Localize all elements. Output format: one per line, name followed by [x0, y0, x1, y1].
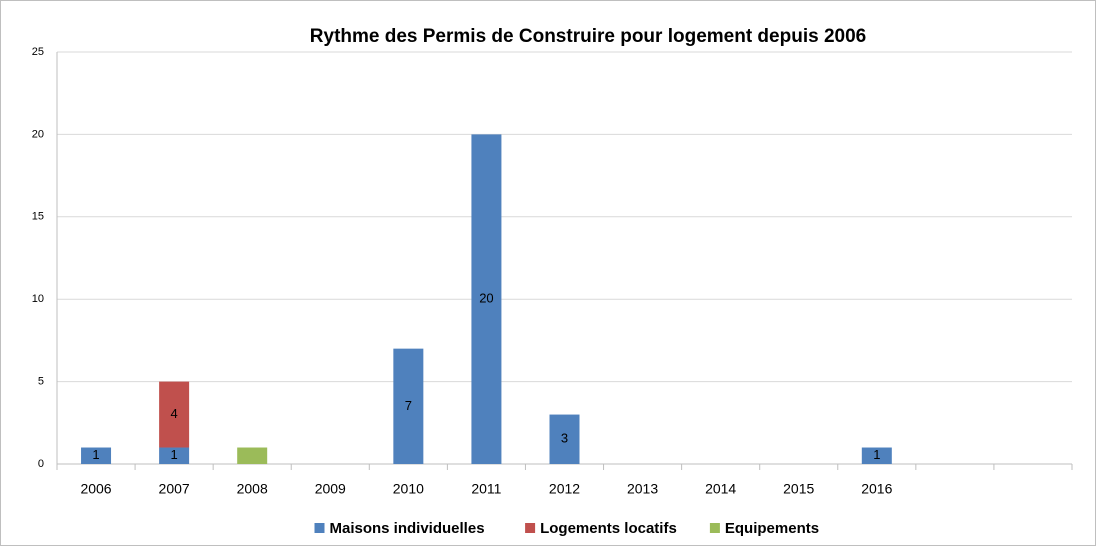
legend-swatch — [709, 523, 720, 533]
y-tick-label: 5 — [38, 376, 44, 388]
x-tick-label: 2007 — [159, 481, 190, 497]
y-tick-label: 0 — [38, 458, 44, 470]
bar — [159, 381, 190, 448]
y-tick-label: 15 — [32, 211, 44, 223]
data-label: 20 — [479, 291, 493, 306]
x-tick-label: 2010 — [393, 481, 424, 497]
data-label: 3 — [561, 431, 568, 446]
legend-label: Logements locatifs — [540, 520, 677, 537]
x-tick-label: 2014 — [705, 481, 736, 497]
x-tick-label: 2009 — [315, 481, 346, 497]
legend-swatch — [314, 523, 325, 533]
legend-label: Maisons individuelles — [330, 520, 485, 537]
x-tick-label: 2008 — [237, 481, 268, 497]
bar — [471, 134, 502, 464]
chart-title: Rythme des Permis de Construire pour log… — [310, 26, 866, 47]
data-label: 1 — [92, 447, 99, 462]
legend-label: Equipements — [725, 520, 819, 537]
x-tick-label: 2015 — [783, 481, 814, 497]
y-tick-label: 20 — [32, 128, 44, 140]
data-label: 1 — [873, 447, 880, 462]
bar — [549, 414, 580, 464]
y-tick-label: 25 — [32, 46, 44, 58]
x-tick-label: 2016 — [861, 481, 892, 497]
data-label: 7 — [405, 398, 412, 413]
x-tick-label: 2006 — [80, 481, 111, 497]
y-tick-label: 10 — [32, 293, 44, 305]
data-label: 1 — [170, 447, 177, 462]
x-tick-label: 2011 — [471, 481, 501, 497]
legend-swatch — [525, 523, 536, 533]
bar — [159, 447, 190, 464]
bar — [393, 348, 424, 464]
bar — [237, 447, 268, 464]
data-label: 4 — [170, 406, 177, 421]
bar — [81, 447, 112, 464]
x-tick-label: 2012 — [549, 481, 580, 497]
x-tick-label: 2013 — [627, 481, 658, 497]
bar — [861, 447, 892, 464]
